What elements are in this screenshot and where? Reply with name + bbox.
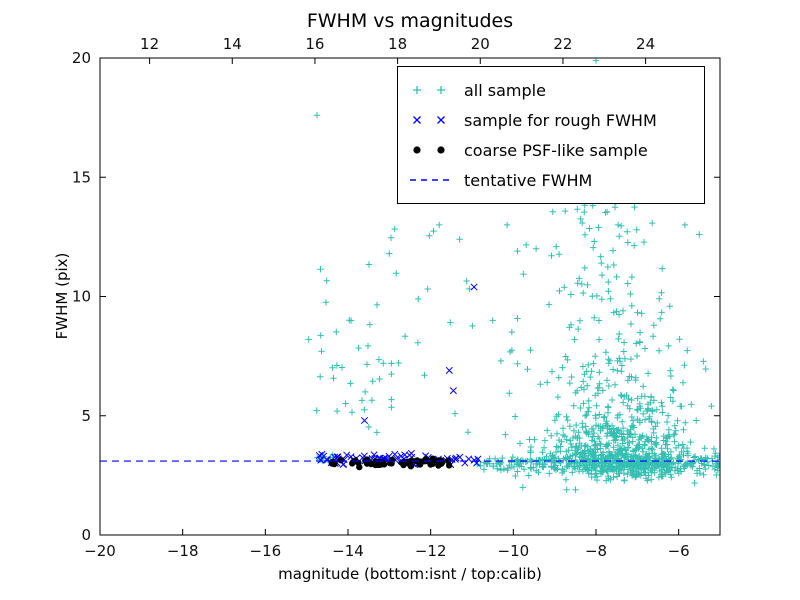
svg-text:−16: −16 bbox=[250, 542, 282, 560]
svg-text:22: 22 bbox=[553, 35, 572, 53]
svg-text:−14: −14 bbox=[332, 542, 364, 560]
svg-text:20: 20 bbox=[471, 35, 490, 53]
x-marker-icon bbox=[413, 116, 445, 124]
svg-text:12: 12 bbox=[140, 35, 159, 53]
svg-text:0: 0 bbox=[81, 526, 91, 544]
chart-title: FWHM vs magnitudes bbox=[306, 10, 514, 32]
legend-label-all-sample: all sample bbox=[464, 80, 546, 100]
svg-text:16: 16 bbox=[305, 35, 324, 53]
legend: all sample sample for rough FWHM coarse … bbox=[397, 66, 705, 204]
legend-label-coarse-psf: coarse PSF-like sample bbox=[464, 140, 648, 160]
svg-text:−12: −12 bbox=[415, 542, 447, 560]
svg-text:−20: −20 bbox=[84, 542, 116, 560]
legend-row-tentative-fwhm: tentative FWHM bbox=[408, 165, 694, 195]
dashed-line-icon bbox=[410, 179, 452, 181]
svg-text:24: 24 bbox=[636, 35, 655, 53]
legend-label-rough-fwhm: sample for rough FWHM bbox=[464, 110, 657, 130]
x-axis-label: magnitude (bottom:isnt / top:calib) bbox=[278, 565, 542, 583]
svg-text:20: 20 bbox=[72, 49, 91, 67]
svg-text:18: 18 bbox=[388, 35, 407, 53]
svg-text:−10: −10 bbox=[498, 542, 530, 560]
legend-label-tentative-fwhm: tentative FWHM bbox=[464, 170, 593, 190]
svg-text:−8: −8 bbox=[585, 542, 607, 560]
y-axis-label: FWHM (pix) bbox=[53, 252, 71, 340]
legend-row-all-sample: all sample bbox=[408, 75, 694, 105]
legend-row-coarse-psf: coarse PSF-like sample bbox=[408, 135, 694, 165]
svg-text:−6: −6 bbox=[668, 542, 690, 560]
plus-marker-icon bbox=[413, 86, 445, 94]
svg-text:14: 14 bbox=[223, 35, 242, 53]
svg-text:15: 15 bbox=[72, 168, 91, 186]
legend-row-rough-fwhm: sample for rough FWHM bbox=[408, 105, 694, 135]
svg-text:−18: −18 bbox=[167, 542, 199, 560]
svg-text:5: 5 bbox=[81, 407, 91, 425]
dot-marker-icon bbox=[413, 146, 445, 154]
svg-text:10: 10 bbox=[72, 288, 91, 306]
